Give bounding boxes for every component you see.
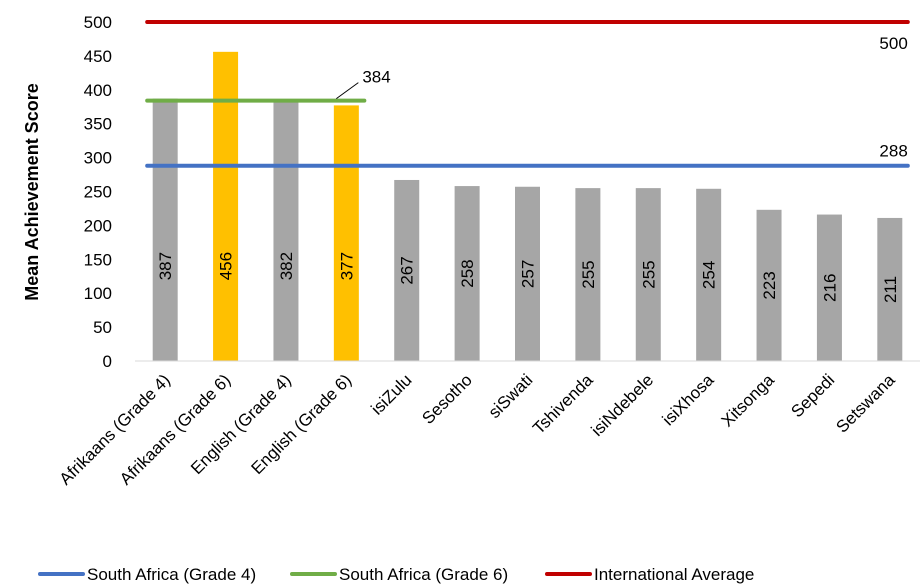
legend-label: South Africa (Grade 4) (87, 565, 256, 584)
x-tick-label: English (Grade 6) (248, 370, 356, 478)
bar (756, 209, 782, 361)
x-tick-label: siSwati (485, 370, 537, 422)
reference-line-label: 288 (879, 142, 907, 161)
leader-line (336, 82, 359, 100)
y-tick-label: 0 (103, 352, 112, 371)
legend: South Africa (Grade 4) South Africa (Grad… (38, 565, 754, 584)
y-tick-label: 150 (84, 250, 112, 269)
y-tick-label: 350 (84, 115, 112, 134)
y-tick-label: 400 (84, 81, 112, 100)
y-tick-label: 200 (84, 216, 112, 235)
bar-value-label: 254 (700, 261, 719, 289)
bar (394, 179, 420, 361)
bar (273, 102, 299, 361)
y-tick-label: 450 (84, 47, 112, 66)
x-tick-label: isiNdebele (588, 370, 658, 440)
x-tick-label: English (Grade 4) (187, 370, 295, 478)
bar-value-label: 387 (156, 252, 175, 280)
bar (213, 51, 239, 361)
x-tick-label: Xitsonga (718, 370, 779, 431)
bar-value-label: 258 (458, 259, 477, 287)
bar (515, 186, 540, 361)
bar (333, 105, 359, 361)
bar-value-label: 257 (519, 260, 538, 288)
y-tick-label: 250 (84, 183, 112, 202)
y-tick-label: 500 (84, 13, 112, 32)
bar-value-label: 255 (639, 260, 658, 288)
x-tick-label: Sepedi (787, 370, 838, 421)
y-axis-label: Mean Achievement Score (22, 83, 42, 300)
reference-lines: 288 384 500 (145, 20, 910, 168)
bar-value-label: 216 (820, 274, 839, 302)
bar-value-label: 255 (579, 260, 598, 288)
bar-value-labels: 387 456 382 377 267 258 257 255 255 254 223 216 211 (156, 252, 900, 303)
y-tick-label: 100 (84, 284, 112, 303)
x-tick-label: Setswana (832, 370, 899, 437)
x-tick-label: Afrikaans (Grade 4) (56, 370, 174, 488)
bar (454, 186, 480, 361)
x-tick-label: isiZulu (367, 370, 415, 418)
bars (152, 51, 903, 361)
reference-line-label: 384 (362, 68, 390, 87)
bar (152, 98, 178, 361)
bar-value-label: 377 (337, 252, 356, 280)
x-tick-label: Sesotho (418, 370, 476, 428)
legend-label: International Average (594, 565, 754, 584)
reference-line-label: 500 (879, 34, 907, 53)
bar-value-label: 267 (398, 256, 417, 284)
x-axis-ticks: Afrikaans (Grade 4)Afrikaans (Grade 6)En… (56, 370, 899, 489)
bar (877, 217, 903, 361)
bar-value-label: 456 (217, 252, 236, 280)
y-tick-label: 300 (84, 149, 112, 168)
y-axis-ticks: 0 50 100 150 200 250 300 350 400 450 500 (84, 13, 112, 371)
bar (575, 188, 601, 361)
x-tick-label: isiXhosa (659, 370, 718, 429)
bar (635, 188, 661, 361)
x-tick-label: Tshivenda (529, 370, 597, 438)
bar-value-label: 382 (277, 252, 296, 280)
x-tick-label: Afrikaans (Grade 6) (116, 370, 234, 488)
bar-value-label: 211 (881, 276, 900, 303)
legend-label: South Africa (Grade 6) (339, 565, 508, 584)
bar (696, 188, 722, 361)
bar (816, 214, 842, 361)
bar-value-label: 223 (760, 271, 779, 299)
y-tick-label: 50 (93, 318, 112, 337)
